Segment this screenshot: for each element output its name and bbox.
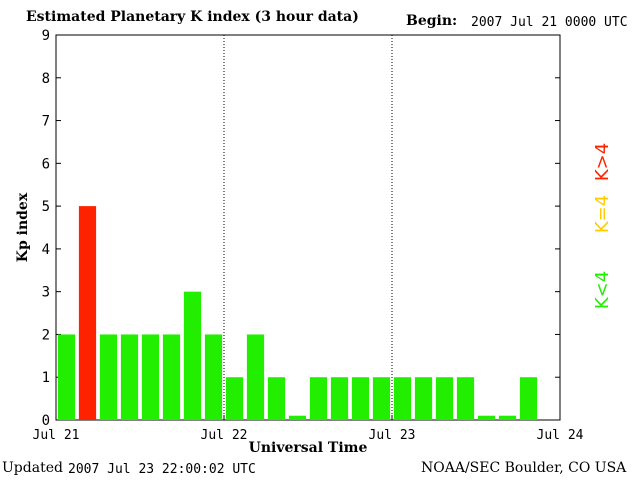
updated-label: Updated [2,460,63,476]
begin-label: Begin: [406,13,458,29]
kp-bar [288,415,307,420]
kp-bar [519,377,538,420]
kp-bar [162,334,181,420]
x-tick-label: Jul 23 [369,428,416,443]
y-tick-label: 0 [42,413,50,429]
y-tick-label: 5 [42,199,50,215]
x-tick-label: Jul 21 [33,428,80,443]
legend-item: K>4 [592,143,613,181]
y-tick-label: 7 [42,114,50,130]
kp-bar [498,415,517,420]
y-tick-label: 8 [42,71,50,87]
begin-value: 2007 Jul 21 0000 UTC [471,15,628,30]
y-tick-label: 9 [42,28,50,44]
kp-bar [330,377,349,420]
y-tick-label: 6 [42,156,50,172]
x-tick-label: Jul 24 [537,428,584,443]
kp-bar [351,377,370,420]
kp-bar [372,377,391,420]
kp-bar [246,334,265,420]
y-tick-label: 2 [42,327,50,343]
updated-value: 2007 Jul 23 22:00:02 UTC [68,462,256,477]
chart-title: Estimated Planetary K index (3 hour data… [26,9,359,25]
y-tick-label: 1 [42,370,50,386]
legend-item: K=4 [592,195,613,233]
kp-bar [414,377,433,420]
kp-bar [225,377,244,420]
kp-bar [57,334,76,420]
kp-bar [435,377,454,420]
kp-bar [477,415,496,420]
kp-bar [393,377,412,420]
kp-bar [204,334,223,420]
kp-bar [309,377,328,420]
x-axis-label: Universal Time [249,440,368,456]
kp-bar [141,334,160,420]
kp-bar [120,334,139,420]
kp-bar [99,334,118,420]
kp-bar [78,206,97,420]
credit-text: NOAA/SEC Boulder, CO USA [421,460,627,476]
y-tick-label: 4 [42,242,50,258]
kp-bar [183,291,202,420]
kp-bar [267,377,286,420]
x-tick-label: Jul 22 [201,428,248,443]
kp-bar [456,377,475,420]
plot-frame [55,34,561,421]
y-axis-label: Kp index [15,192,31,262]
legend-item: K<4 [592,271,613,309]
y-tick-label: 3 [42,285,50,301]
